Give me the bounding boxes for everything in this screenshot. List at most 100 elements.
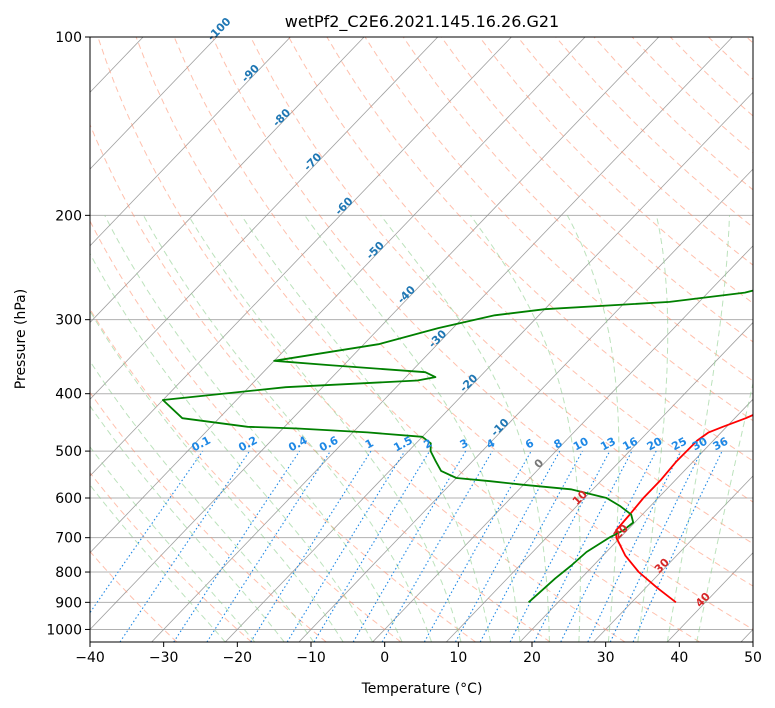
isotherm-line [90,37,660,631]
isotherm-line [90,37,291,247]
dry-adiabat-line [708,37,753,81]
moist-adiabat-line [666,215,730,642]
mixing-ratio-label: 10 [571,435,591,454]
y-tick-label: 300 [55,313,82,329]
dry-adiabat-line [90,220,476,642]
x-tick-label: −30 [149,650,179,666]
dry-adiabat-line [479,37,753,304]
isotherm-label: -50 [364,239,387,262]
isotherm-label: 40 [693,590,713,610]
mixing-ratio-label: 16 [620,435,640,454]
isotherm-label: -20 [457,371,480,394]
mixing-ratio-label: 1 [363,436,376,451]
dry-adiabat-line [90,308,402,642]
moist-adiabat-line [566,215,620,642]
y-tick-label: 900 [55,595,82,611]
isotherm-label: 30 [652,556,672,576]
moist-adiabat-line [469,215,581,642]
x-tick-label: 0 [380,650,389,666]
moist-adiabat-line [187,215,462,642]
isotherm-label: -70 [301,150,324,173]
moist-adiabat-line [637,215,669,642]
dry-adiabat-line [402,37,753,382]
dry-adiabat-line [211,37,753,587]
dry-adiabat-line [97,37,626,642]
dry-adiabat-line [631,37,753,154]
dry-adiabat-line [90,123,551,642]
isotherm-label: -80 [270,106,293,129]
isotherm-label: 20 [611,521,631,541]
x-tick-label: −40 [75,650,105,666]
mixing-ratio-line [250,450,372,642]
mixing-ratio-line [533,450,633,642]
mixing-ratio-label: 2 [421,436,434,451]
x-tick-label: −20 [223,650,253,666]
mixing-ratio-line [455,450,561,642]
isotherm-line [0,37,69,642]
mixing-ratio-label: 30 [690,434,710,453]
mixing-ratio-label: 4 [484,436,497,451]
isotherm-line [90,37,512,477]
mixing-ratio-line [173,450,301,642]
chart-title: wetPf2_C2E6.2021.145.16.26.G21 [285,12,559,32]
dry-adiabat-line [288,37,753,503]
moist-adiabat-line [90,446,256,642]
x-tick-label: 50 [744,650,762,666]
y-tick-label: 500 [55,444,82,460]
isotherm-line [90,37,365,324]
y-tick-label: 700 [55,531,82,547]
isotherm-line [445,321,753,642]
isotherm-line [740,628,753,642]
x-tick-label: 40 [670,650,688,666]
mixing-ratio-line [609,450,702,642]
moist-adiabat-line [104,215,403,642]
isotherm-label: -90 [239,62,262,85]
mixing-ratio-line [352,450,467,642]
mixing-ratio-line [206,450,331,642]
moist-adiabat-line [380,214,550,642]
isotherm-label: -60 [332,194,355,217]
isotherm-line [151,37,733,642]
isotherm-label: -40 [395,283,418,306]
dewpoint-profile-line [162,289,753,603]
x-tick-label: −10 [296,650,326,666]
moist-adiabat-line [304,215,521,642]
mixing-ratio-label: 6 [523,436,536,451]
isotherm-line [90,37,439,400]
isotherm-line [90,37,218,170]
moist-adiabat-line [90,252,374,642]
isotherm-line [372,245,753,642]
x-axis-label: Temperature (°C) [361,681,483,697]
dry-adiabat-line [593,37,753,191]
isotherm-line [519,398,753,642]
dry-adiabat-line [364,37,753,422]
x-tick-label: 30 [597,650,615,666]
moist-adiabat-line [90,405,285,642]
y-tick-label: 600 [55,491,82,507]
dry-adiabat-line [669,37,753,117]
isotherm-line [224,91,753,642]
moist-adiabat-line [696,381,753,642]
plot-frame [89,36,754,643]
mixing-ratio-label: 20 [645,435,665,454]
mixing-ratio-line [423,450,532,642]
y-tick-label: 200 [55,208,82,224]
x-tick-label: 10 [449,650,467,666]
mixing-ratio-label: 25 [669,435,689,454]
x-tick-label: 20 [523,650,541,666]
isotherm-label: -100 [205,15,234,44]
moist-adiabat-line [90,310,344,642]
mixing-ratio-line [313,450,431,642]
dry-adiabat-line [173,37,753,630]
dry-adiabat-line [90,391,327,642]
mixing-ratio-line [479,450,583,642]
y-tick-label: 1000 [46,622,82,638]
mixing-ratio-line [119,450,251,642]
y-tick-label: 400 [55,387,82,403]
dry-adiabat-line [746,37,753,44]
moist-adiabat-line [90,484,226,642]
moist-adiabat-line [90,360,315,642]
isotherm-line [90,37,586,554]
mixing-ratio-label: 36 [711,435,731,454]
